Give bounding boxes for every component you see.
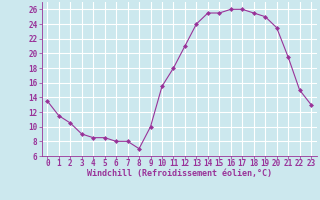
X-axis label: Windchill (Refroidissement éolien,°C): Windchill (Refroidissement éolien,°C): [87, 169, 272, 178]
